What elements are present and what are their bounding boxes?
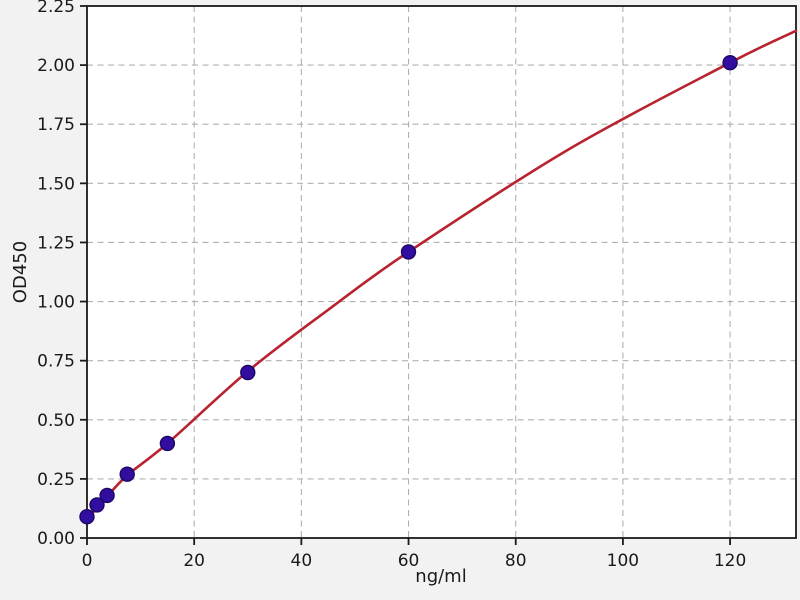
data-point-marker xyxy=(119,466,135,482)
x-tick-label: 60 xyxy=(398,551,420,571)
y-tick-label: 1.50 xyxy=(37,174,75,194)
y-tick-label: 1.25 xyxy=(37,233,75,253)
x-tick-label: 120 xyxy=(714,551,746,571)
x-tick-label: 40 xyxy=(291,551,313,571)
y-tick-label: 0.75 xyxy=(37,352,75,372)
y-tick-label: 1.75 xyxy=(37,115,75,135)
x-tick-label: 20 xyxy=(183,551,205,571)
x-tick-label: 80 xyxy=(505,551,527,571)
x-tick-label: 0 xyxy=(82,551,93,571)
data-point-marker xyxy=(722,55,738,71)
y-tick-label: 2.00 xyxy=(37,56,75,76)
data-point-marker xyxy=(240,364,256,381)
x-tick-label: 100 xyxy=(607,551,639,571)
y-tick-label: 2.25 xyxy=(37,0,75,17)
marker-layer xyxy=(79,55,738,525)
y-tick-label: 0.25 xyxy=(37,470,75,490)
data-point-marker xyxy=(99,487,115,504)
plot-border xyxy=(86,5,797,539)
y-tick-label: 0.00 xyxy=(37,529,75,549)
x-axis-label: ng/ml xyxy=(415,566,466,587)
tick-layer: 0 20 40 60 80 100 120 0.00 0.25 0.50 0.75 1.00 1.25 1… xyxy=(37,0,746,571)
plot-area xyxy=(87,6,796,538)
data-point-marker xyxy=(79,509,95,525)
y-tick-label: 0.50 xyxy=(37,411,75,431)
data-point-marker xyxy=(400,244,417,260)
data-point-marker xyxy=(159,435,176,452)
y-tick-label: 1.00 xyxy=(37,293,75,313)
data-point-marker xyxy=(89,497,105,513)
y-axis-label: OD450 xyxy=(10,241,31,303)
